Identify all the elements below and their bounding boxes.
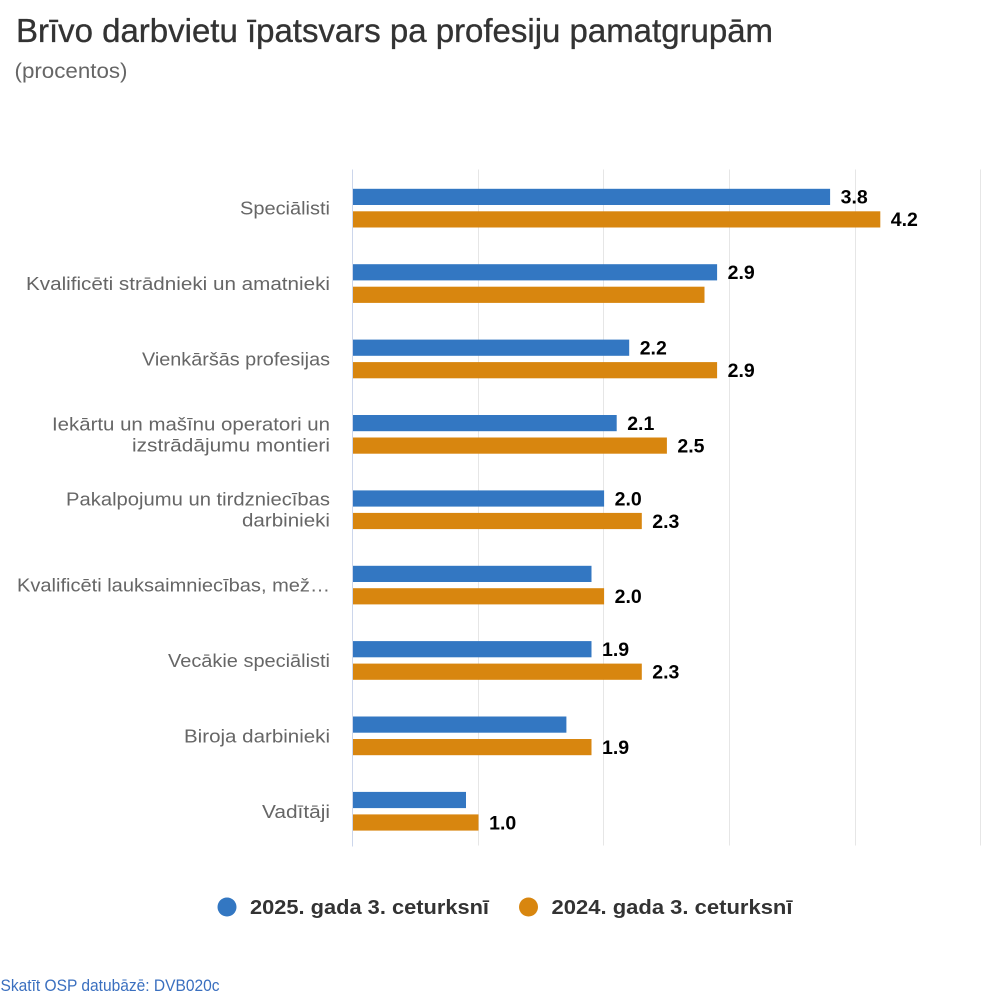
svg-text:3.8: 3.8 (841, 187, 868, 209)
svg-text:2.3: 2.3 (652, 662, 679, 684)
svg-text:2.1: 2.1 (627, 413, 654, 435)
svg-text:4.2: 4.2 (891, 209, 918, 231)
svg-text:Vecākie speciālisti: Vecākie speciālisti (168, 650, 330, 671)
svg-text:1.9: 1.9 (602, 737, 629, 759)
svg-text:2025. gada 3. ceturksnī: 2025. gada 3. ceturksnī (250, 896, 489, 919)
svg-text:(procentos): (procentos) (15, 60, 128, 83)
svg-text:2.0: 2.0 (615, 488, 642, 510)
svg-text:2.5: 2.5 (677, 435, 704, 457)
svg-text:Kvalificēti lauksaimniecības,: Kvalificēti lauksaimniecības, mež… (17, 575, 330, 596)
svg-text:Brīvo darbvietu īpatsvars pa p: Brīvo darbvietu īpatsvars pa profesiju p… (16, 13, 773, 50)
svg-text:Biroja darbinieki: Biroja darbinieki (184, 725, 330, 746)
svg-text:izstrādājumu montieri: izstrādājumu montieri (132, 434, 330, 455)
svg-text:2.3: 2.3 (652, 511, 679, 533)
svg-text:1.9: 1.9 (602, 639, 629, 661)
svg-text:Vienkāršās profesijas: Vienkāršās profesijas (142, 348, 330, 369)
svg-text:Skatīt OSP datubāzē: DVB020c: Skatīt OSP datubāzē: DVB020c (1, 977, 220, 995)
svg-text:Pakalpojumu un tirdzniecības: Pakalpojumu un tirdzniecības (66, 489, 330, 510)
svg-text:2024. gada 3. ceturksnī: 2024. gada 3. ceturksnī (552, 896, 793, 919)
svg-text:Speciālisti: Speciālisti (240, 198, 330, 219)
svg-text:2.2: 2.2 (640, 338, 667, 360)
svg-text:Iekārtu un mašīnu operatori un: Iekārtu un mašīnu operatori un (52, 413, 330, 434)
svg-text:2.0: 2.0 (615, 586, 642, 608)
svg-text:2.9: 2.9 (728, 360, 755, 382)
svg-text:1.0: 1.0 (489, 812, 516, 834)
svg-text:Vadītāji: Vadītāji (262, 801, 330, 822)
svg-text:darbinieki: darbinieki (242, 510, 330, 531)
svg-text:Kvalificēti strādnieki un amat: Kvalificēti strādnieki un amatnieki (26, 273, 330, 294)
svg-text:2.9: 2.9 (728, 262, 755, 284)
